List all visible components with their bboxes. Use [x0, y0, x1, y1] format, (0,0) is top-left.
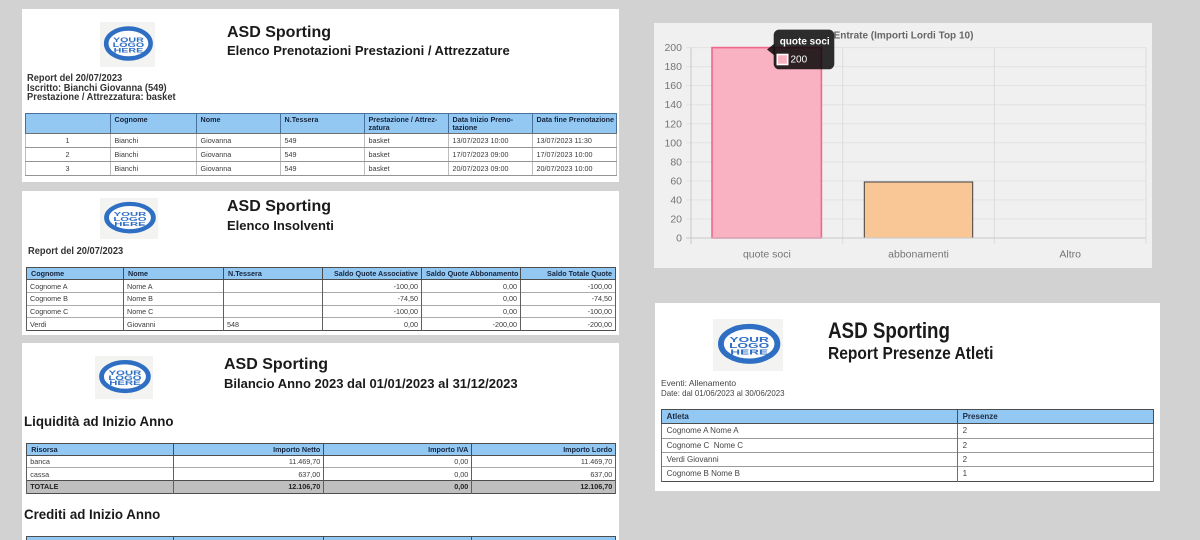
svg-text:YOUR: YOUR	[109, 370, 142, 377]
svg-text:YOUR: YOUR	[729, 336, 768, 344]
svg-text:LOGO: LOGO	[113, 41, 145, 48]
svg-text:LOGO: LOGO	[108, 375, 141, 382]
svg-text:80: 80	[670, 156, 682, 168]
svg-text:180: 180	[664, 61, 682, 73]
svg-text:YOUR: YOUR	[114, 211, 147, 217]
svg-text:Altro: Altro	[1059, 249, 1081, 261]
svg-text:quote soci: quote soci	[743, 249, 791, 261]
svg-text:YOUR: YOUR	[113, 36, 145, 43]
svg-text:LOGO: LOGO	[113, 216, 146, 222]
svg-text:100: 100	[664, 137, 682, 149]
svg-text:140: 140	[664, 99, 682, 111]
svg-text:60: 60	[670, 175, 682, 187]
svg-text:Entrate (Importi Lordi Top 10): Entrate (Importi Lordi Top 10)	[834, 31, 974, 42]
svg-text:HERE: HERE	[114, 47, 144, 54]
svg-text:120: 120	[664, 118, 682, 130]
svg-text:160: 160	[664, 80, 682, 92]
svg-text:20: 20	[670, 214, 682, 226]
svg-text:HERE: HERE	[730, 348, 768, 356]
svg-text:HERE: HERE	[114, 221, 145, 227]
svg-text:200: 200	[791, 55, 808, 66]
svg-text:quote soci: quote soci	[780, 37, 830, 48]
svg-text:HERE: HERE	[109, 380, 140, 387]
svg-text:LOGO: LOGO	[729, 342, 770, 350]
svg-text:abbonamenti: abbonamenti	[888, 249, 949, 261]
svg-text:200: 200	[664, 42, 682, 54]
svg-text:0: 0	[676, 233, 682, 245]
svg-text:40: 40	[670, 194, 682, 206]
